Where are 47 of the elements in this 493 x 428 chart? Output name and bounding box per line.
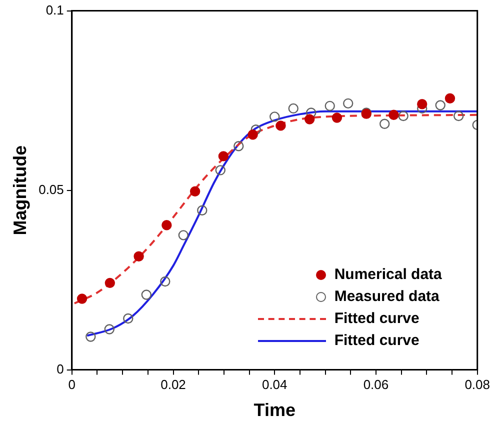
point [332,112,342,123]
point [306,108,316,118]
point [324,100,335,112]
point [162,220,172,230]
point [104,324,115,334]
point [178,230,188,240]
point [276,120,286,131]
y-tick-label: 0 [56,361,64,376]
point [435,100,446,110]
x-axis-title: Time [254,400,296,420]
x-tick-label: 0.02 [160,377,186,392]
point [288,103,298,114]
y-tick-label: 0.1 [46,2,64,18]
x-tick-label: 0.04 [262,377,288,392]
point [250,124,261,135]
point [304,114,315,124]
legend-label: Fitted curve [334,310,420,328]
point [104,278,116,288]
point [270,112,280,122]
point [343,98,354,109]
y-axis-title: Magnitude [10,145,30,236]
point [215,165,226,176]
point [417,99,428,110]
point [123,313,134,324]
point [380,118,390,129]
y-tick-label: 0.05 [38,182,64,197]
x-tick-label: 0.06 [363,377,389,392]
x-tick-label: 0.08 [464,377,490,392]
point [444,93,456,104]
point [160,276,170,287]
legend-label: Numerical data [334,266,442,284]
point [134,251,144,262]
point [453,110,464,122]
point [234,141,244,152]
point [76,294,88,304]
point [398,110,408,122]
point [248,130,258,140]
point [218,151,229,162]
x-tick-label: 0 [68,377,76,392]
point [141,290,152,300]
point [197,205,208,216]
point [86,332,96,342]
point [190,186,200,196]
point [388,110,399,120]
legend-label: Measured data [334,288,440,306]
legend-label: Fitted curve [334,332,420,350]
line-series [73,114,478,304]
